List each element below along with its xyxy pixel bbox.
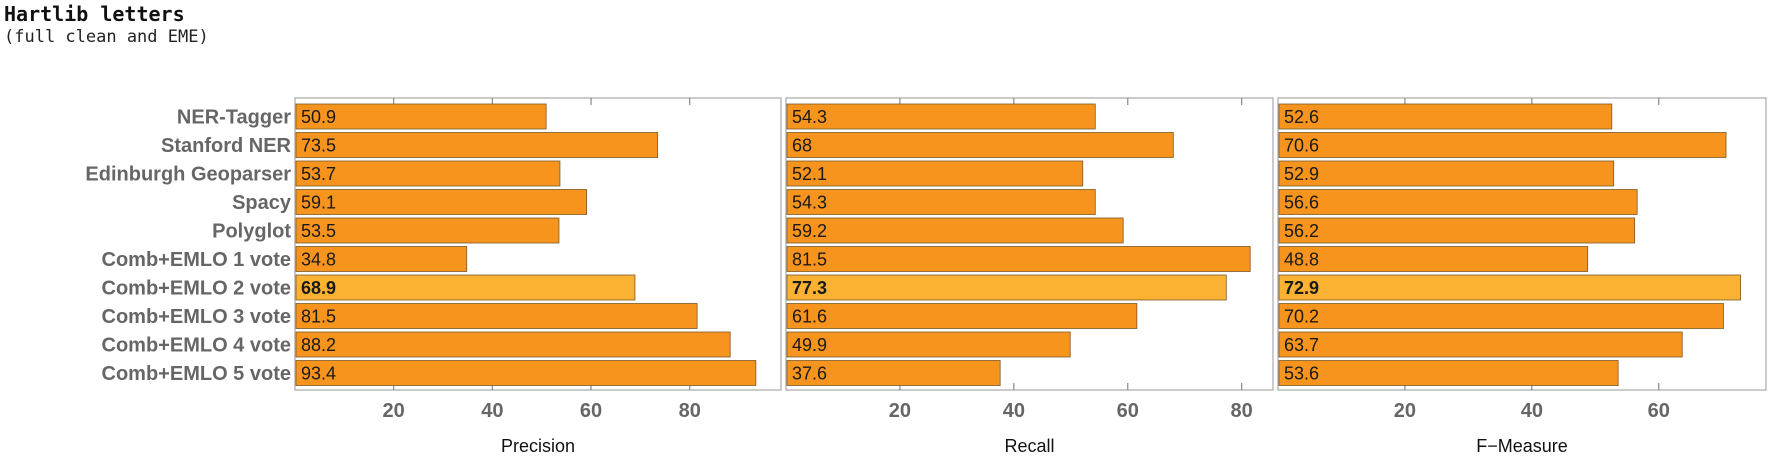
- bar: [295, 274, 636, 301]
- bar: [1278, 160, 1615, 187]
- x-tick-label: 40: [481, 400, 503, 422]
- bar: [1278, 246, 1589, 272]
- data-label: 73.5: [301, 136, 336, 156]
- x-axis-label: F−Measure: [1476, 436, 1568, 456]
- data-label: 68: [792, 136, 812, 156]
- x-tick-label: 40: [1003, 400, 1025, 422]
- bar: [295, 303, 698, 329]
- bar: [786, 303, 1138, 329]
- x-tick-label: 20: [383, 400, 405, 422]
- chart-panels: 20 40 60 80 50.9 73.5 53.7 59.1 53.5 34.8 68.9 81.5…: [294, 97, 1767, 456]
- x-tick-label: 20: [1394, 400, 1416, 422]
- chart-subtitle: (full clean and EME): [4, 27, 209, 47]
- bar: [786, 189, 1096, 215]
- data-label: 54.3: [792, 193, 827, 213]
- x-tick-label: 60: [1117, 400, 1139, 422]
- panel-recall: 20 40 60 80 54.3 68 52.1 54.3 59.2 81.5 77.3 61.6 49…: [785, 97, 1274, 456]
- category-label: Comb+EMLO 1 vote: [102, 249, 291, 271]
- x-axis-label: Precision: [501, 436, 575, 456]
- x-tick-label: 20: [889, 400, 911, 422]
- category-label: Edinburgh Geoparser: [85, 164, 291, 186]
- x-axis-label: Recall: [1004, 436, 1054, 456]
- category-label: Comb+EMLO 4 vote: [102, 335, 291, 357]
- bar: [1278, 331, 1683, 358]
- bar: [786, 360, 1001, 386]
- category-label: NER-Tagger: [177, 107, 291, 129]
- bar: [295, 360, 757, 386]
- category-label: Comb+EMLO 3 vote: [102, 306, 291, 328]
- data-label: 93.4: [301, 364, 336, 384]
- data-label: 61.6: [792, 307, 827, 327]
- data-label: 37.6: [792, 364, 827, 384]
- category-label: Spacy: [232, 192, 292, 214]
- data-label: 59.1: [301, 193, 336, 213]
- data-label: 53.5: [301, 221, 336, 241]
- data-label: 48.8: [1284, 250, 1319, 270]
- bar: [295, 103, 547, 130]
- bar: [295, 132, 659, 158]
- data-label: 77.3: [792, 278, 827, 298]
- data-label: 70.2: [1284, 307, 1319, 327]
- category-labels: NER-Tagger Stanford NER Edinburgh Geoparse…: [85, 107, 291, 386]
- bar: [295, 217, 560, 244]
- bar: [1278, 217, 1636, 244]
- data-label: 88.2: [301, 335, 336, 355]
- data-label: 56.6: [1284, 193, 1319, 213]
- data-label: 81.5: [792, 250, 827, 270]
- data-label: 59.2: [792, 221, 827, 241]
- data-label: 53.6: [1284, 364, 1319, 384]
- bar: [786, 132, 1174, 158]
- category-label: Comb+EMLO 2 vote: [102, 278, 291, 300]
- panel-f-measure: 20 40 60 52.6 70.6 52.9 56.6 56.2 48.8 72.9 70.2 63…: [1277, 97, 1767, 456]
- data-label: 56.2: [1284, 221, 1319, 241]
- x-tick-label: 80: [679, 400, 701, 422]
- bar: [786, 246, 1251, 272]
- data-label: 49.9: [792, 335, 827, 355]
- x-tick-label: 40: [1521, 400, 1543, 422]
- bar: [786, 274, 1227, 301]
- bar: [786, 160, 1084, 187]
- bar: [1278, 189, 1638, 215]
- data-label: 52.1: [792, 164, 827, 184]
- bar: [786, 217, 1124, 244]
- bar: [295, 331, 731, 358]
- category-label: Stanford NER: [161, 135, 292, 157]
- data-label: 50.9: [301, 107, 336, 127]
- data-label: 81.5: [301, 307, 336, 327]
- data-label: 70.6: [1284, 136, 1319, 156]
- bar: [1278, 132, 1727, 158]
- bar: [786, 103, 1096, 130]
- bar: [295, 160, 561, 187]
- category-label: Polyglot: [212, 221, 291, 243]
- data-label: 54.3: [792, 107, 827, 127]
- data-label: 52.6: [1284, 107, 1319, 127]
- x-tick-label: 60: [1648, 400, 1670, 422]
- data-label: 53.7: [301, 164, 336, 184]
- panel-precision: 20 40 60 80 50.9 73.5 53.7 59.1 53.5 34.8 68.9 81.5…: [294, 97, 782, 456]
- x-tick-label: 60: [580, 400, 602, 422]
- category-label: Comb+EMLO 5 vote: [102, 363, 291, 385]
- bar: [295, 246, 468, 272]
- data-label: 72.9: [1284, 278, 1319, 298]
- x-tick-label: 80: [1231, 400, 1253, 422]
- data-label: 68.9: [301, 278, 336, 298]
- bar: [1278, 103, 1613, 130]
- data-label: 52.9: [1284, 164, 1319, 184]
- data-label: 63.7: [1284, 335, 1319, 355]
- bar: [295, 189, 588, 215]
- bar: [1278, 360, 1619, 386]
- chart-title: Hartlib letters: [4, 2, 185, 26]
- bar: [786, 331, 1071, 358]
- data-label: 34.8: [301, 250, 336, 270]
- bar: [1278, 274, 1742, 301]
- bar: [1278, 303, 1724, 329]
